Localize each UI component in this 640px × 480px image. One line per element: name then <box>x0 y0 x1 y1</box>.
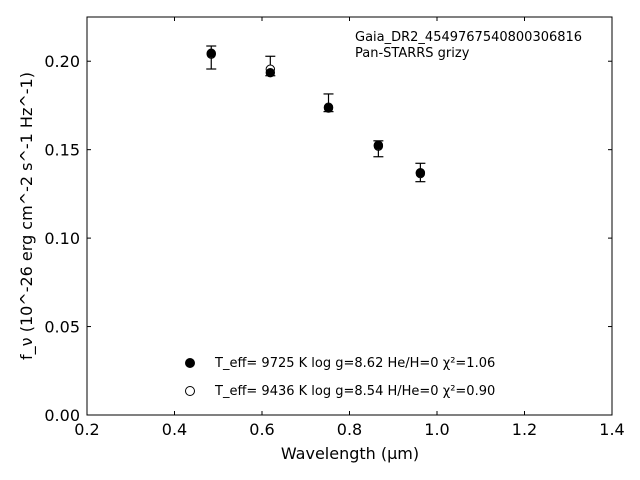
legend-label-1: T_eff= 9725 K log g=8.62 He/H=0 χ²=1.06 <box>214 356 495 371</box>
legend-marker-filled <box>185 358 195 368</box>
model-point-filled <box>415 167 426 178</box>
annotation-object-name: Gaia_DR2_4549767540800306816 <box>355 30 582 45</box>
annotation-survey: Pan-STARRS grizy <box>355 46 470 61</box>
x-tick-label: 0.8 <box>337 420 362 439</box>
model-point-filled <box>206 48 216 58</box>
x-tick-label: 0.6 <box>249 420 274 439</box>
y-tick-label: 0.00 <box>44 406 80 425</box>
x-tick-label: 1.4 <box>599 420 624 439</box>
x-axis-label: Wavelength (μm) <box>281 444 419 463</box>
plot-marks <box>206 45 426 183</box>
y-tick-label: 0.05 <box>44 318 80 337</box>
model-point-filled <box>373 140 384 150</box>
x-tick-label: 0.4 <box>162 420 187 439</box>
model-point-filled <box>265 68 276 78</box>
y-tick-label: 0.15 <box>44 141 80 160</box>
legend-label-2: T_eff= 9436 K log g=8.54 H/He=0 χ²=0.90 <box>214 384 495 399</box>
model-point-filled <box>323 103 334 113</box>
x-tick-label: 1.0 <box>424 420 449 439</box>
axis-ticks: 0.2 0.4 0.6 0.8 1.0 1.2 1.4 0.00 0.05 0.10 0.15 0.2… <box>44 17 625 439</box>
y-tick-label: 0.20 <box>44 52 80 71</box>
legend: T_eff= 9725 K log g=8.62 He/H=0 χ²=1.06 … <box>185 356 495 399</box>
x-tick-label: 1.2 <box>512 420 537 439</box>
y-axis-label: f_ν (10^-26 erg cm^-2 s^-1 Hz^-1) <box>17 72 37 360</box>
y-tick-label: 0.10 <box>44 229 80 248</box>
x-tick-label: 0.2 <box>74 420 99 439</box>
legend-marker-open <box>185 386 195 396</box>
